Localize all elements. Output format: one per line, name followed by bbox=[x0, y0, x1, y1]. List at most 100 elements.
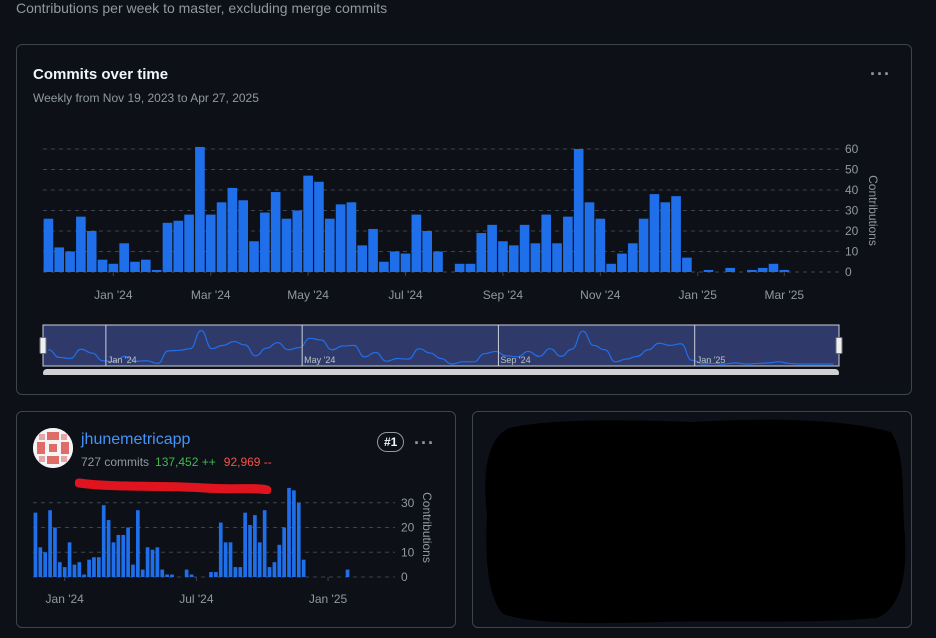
commit-count[interactable]: 727 commits bbox=[81, 455, 150, 469]
bar[interactable] bbox=[272, 562, 277, 577]
bar[interactable] bbox=[227, 187, 238, 272]
bar[interactable] bbox=[530, 243, 541, 272]
bar[interactable] bbox=[116, 534, 121, 577]
bar[interactable] bbox=[649, 194, 660, 272]
bar[interactable] bbox=[86, 231, 97, 272]
bar[interactable] bbox=[65, 251, 75, 273]
bar[interactable] bbox=[62, 567, 67, 577]
range-navigator[interactable] bbox=[42, 324, 840, 367]
navigator-right-handle[interactable] bbox=[835, 337, 843, 354]
bar[interactable] bbox=[126, 527, 130, 578]
bar[interactable] bbox=[292, 210, 303, 273]
bar[interactable] bbox=[296, 502, 301, 577]
bar[interactable] bbox=[292, 490, 296, 577]
bar[interactable] bbox=[48, 510, 52, 577]
bar[interactable] bbox=[87, 559, 91, 577]
bar[interactable] bbox=[209, 572, 213, 577]
kebab-horizontal-icon[interactable]: ··· bbox=[414, 433, 435, 453]
bar[interactable] bbox=[67, 542, 72, 577]
bar[interactable] bbox=[422, 231, 432, 272]
bar[interactable] bbox=[111, 542, 116, 577]
bar[interactable] bbox=[498, 241, 508, 272]
bar[interactable] bbox=[233, 567, 238, 577]
bar[interactable] bbox=[205, 214, 216, 272]
bar[interactable] bbox=[140, 569, 145, 577]
bar[interactable] bbox=[38, 547, 43, 577]
bar[interactable] bbox=[145, 547, 150, 577]
bar[interactable] bbox=[155, 547, 160, 577]
bar[interactable] bbox=[72, 564, 77, 577]
bar[interactable] bbox=[262, 510, 267, 577]
bar[interactable] bbox=[43, 552, 48, 577]
bar[interactable] bbox=[660, 202, 671, 272]
navigator-left-handle[interactable] bbox=[39, 337, 47, 354]
bar[interactable] bbox=[757, 267, 768, 272]
bar[interactable] bbox=[33, 512, 38, 577]
bar[interactable] bbox=[433, 251, 443, 273]
bar[interactable] bbox=[573, 149, 584, 272]
bar[interactable] bbox=[165, 574, 169, 577]
bar[interactable] bbox=[465, 263, 476, 272]
bar[interactable] bbox=[82, 574, 87, 577]
bar[interactable] bbox=[389, 251, 400, 273]
bar[interactable] bbox=[725, 267, 736, 272]
bar[interactable] bbox=[214, 572, 218, 577]
bar[interactable] bbox=[314, 181, 324, 272]
bar[interactable] bbox=[682, 257, 692, 272]
bar[interactable] bbox=[301, 559, 306, 577]
bar[interactable] bbox=[411, 214, 422, 272]
bar[interactable] bbox=[606, 263, 616, 272]
bar[interactable] bbox=[257, 542, 262, 577]
bar[interactable] bbox=[595, 218, 606, 272]
bar[interactable] bbox=[267, 567, 272, 577]
bar[interactable] bbox=[768, 263, 779, 272]
bar[interactable] bbox=[160, 569, 165, 577]
bar[interactable] bbox=[170, 574, 174, 577]
bar[interactable] bbox=[53, 527, 57, 578]
bar[interactable] bbox=[617, 253, 627, 272]
bar[interactable] bbox=[238, 567, 243, 577]
bar[interactable] bbox=[303, 175, 313, 272]
bar[interactable] bbox=[136, 510, 140, 577]
bar[interactable] bbox=[101, 505, 106, 577]
bar[interactable] bbox=[357, 245, 368, 272]
bar[interactable] bbox=[121, 534, 126, 577]
bar[interactable] bbox=[379, 261, 389, 272]
bar[interactable] bbox=[345, 569, 350, 577]
bar[interactable] bbox=[162, 222, 173, 272]
bar[interactable] bbox=[747, 269, 757, 272]
bar[interactable] bbox=[150, 549, 155, 577]
bar[interactable] bbox=[151, 269, 162, 272]
bar[interactable] bbox=[287, 487, 291, 577]
bar[interactable] bbox=[238, 200, 249, 272]
bar[interactable] bbox=[96, 557, 101, 577]
bar[interactable] bbox=[106, 520, 111, 577]
bar[interactable] bbox=[43, 218, 54, 272]
bar[interactable] bbox=[541, 214, 552, 272]
bar[interactable] bbox=[281, 218, 292, 272]
bar[interactable] bbox=[563, 216, 573, 272]
bar[interactable] bbox=[57, 562, 62, 577]
bar[interactable] bbox=[228, 542, 233, 577]
bar[interactable] bbox=[552, 243, 562, 272]
bar[interactable] bbox=[77, 562, 82, 577]
bar[interactable] bbox=[454, 263, 465, 272]
bar[interactable] bbox=[119, 243, 129, 272]
bar[interactable] bbox=[400, 253, 411, 272]
bar[interactable] bbox=[54, 247, 65, 272]
bar[interactable] bbox=[584, 202, 595, 272]
bar[interactable] bbox=[638, 218, 649, 272]
bar[interactable] bbox=[223, 542, 228, 577]
bar[interactable] bbox=[195, 146, 205, 272]
bar[interactable] bbox=[97, 259, 108, 272]
bar[interactable] bbox=[108, 263, 119, 272]
bar[interactable] bbox=[487, 224, 497, 272]
bar[interactable] bbox=[253, 515, 257, 577]
bar[interactable] bbox=[260, 212, 270, 272]
bar[interactable] bbox=[519, 224, 530, 272]
bar[interactable] bbox=[131, 564, 135, 577]
bar[interactable] bbox=[368, 228, 378, 272]
bar[interactable] bbox=[189, 574, 194, 577]
bar[interactable] bbox=[218, 522, 223, 577]
bar[interactable] bbox=[184, 569, 189, 577]
